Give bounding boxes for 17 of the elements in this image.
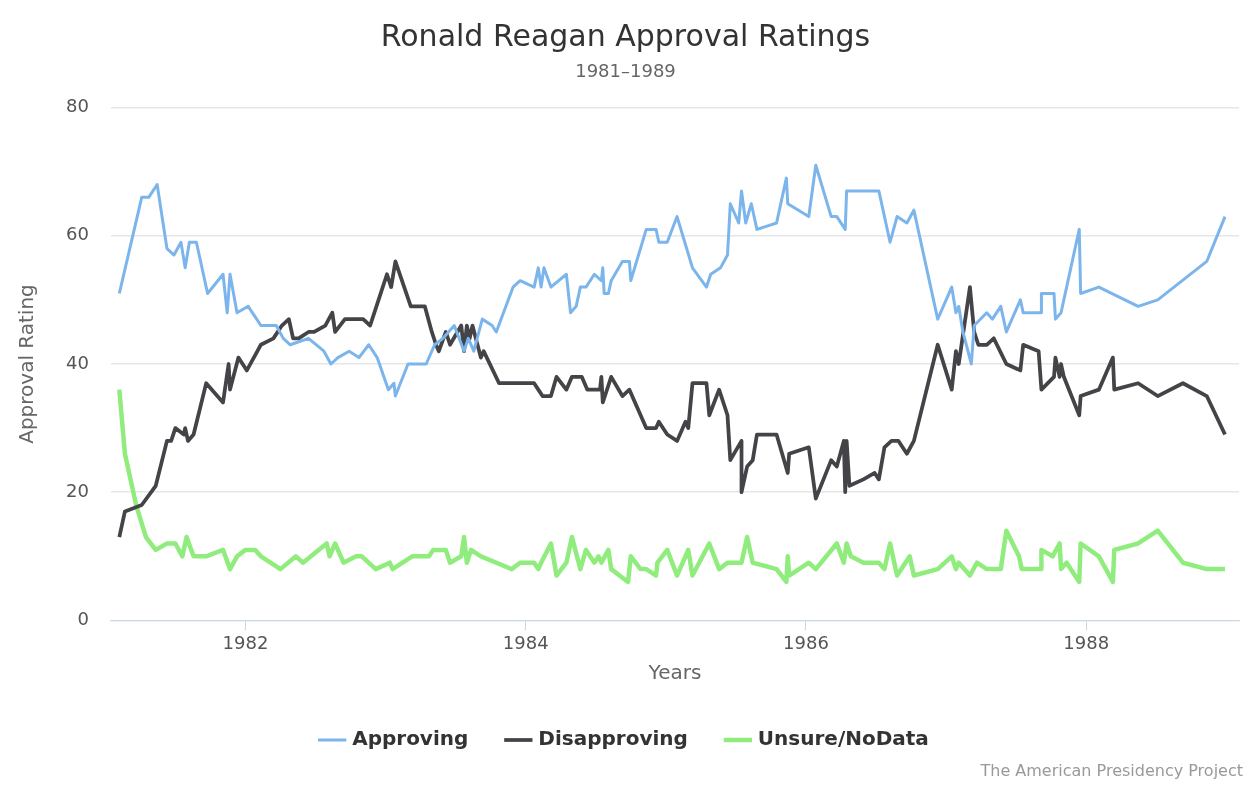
chart-subtitle: 1981–1989 <box>575 60 676 82</box>
x-tick-label: 1986 <box>783 631 829 653</box>
x-axis-title: Years <box>647 660 702 685</box>
text: The American Presidency Project <box>979 761 1243 781</box>
legend-label: Approving <box>352 726 469 751</box>
x-tick-label: 1988 <box>1063 631 1110 653</box>
y-tick-label: 60 <box>66 223 89 245</box>
y-tick-label: 0 <box>77 608 89 630</box>
legend-label: Unsure/NoData <box>757 726 929 751</box>
x-tick-label: 1982 <box>222 631 269 653</box>
y-tick-label: 40 <box>66 351 89 373</box>
legend-label: Disapproving <box>538 726 688 751</box>
y-tick-label: 20 <box>66 479 89 501</box>
y-axis-title: Approval Rating <box>14 284 39 444</box>
chart-title: Ronald Reagan Approval Ratings <box>380 17 871 53</box>
x-tick-label: 1984 <box>502 631 549 653</box>
y-tick-label: 80 <box>66 95 89 117</box>
